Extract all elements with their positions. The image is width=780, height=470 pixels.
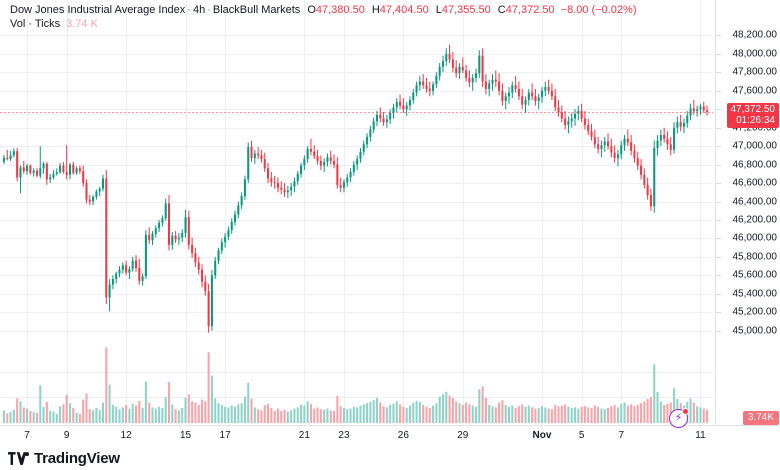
- time-tick-label: 12: [120, 430, 132, 441]
- price-tick-label: 48,200.00: [732, 29, 778, 41]
- price-tick-label: 45,000.00: [732, 325, 778, 337]
- price-tick-label: 46,400.00: [732, 196, 778, 208]
- price-tick-label: 46,200.00: [732, 214, 778, 226]
- legend-sep-2: ·: [207, 4, 211, 16]
- flash-icon-bolt: ⚡: [674, 412, 683, 424]
- price-tick-mark: [716, 54, 721, 55]
- price-tick-label: 45,200.00: [732, 306, 778, 318]
- tradingview-logo[interactable]: TradingView: [8, 450, 120, 467]
- time-axis[interactable]: 7 9 12 15 17 21 23 26 29 Nov 5 7 11: [0, 425, 780, 448]
- legend-open-label: O: [307, 4, 316, 16]
- price-tick-mark: [716, 109, 721, 110]
- time-tick-label: 23: [338, 430, 350, 441]
- price-tick-mark: [716, 183, 721, 184]
- legend-volume-row[interactable]: Vol · Ticks 3.74 K: [10, 18, 637, 31]
- legend-close-value: 47,372.50: [505, 4, 555, 16]
- price-tick-label: 47,800.00: [732, 66, 778, 78]
- price-tick-label: 45,600.00: [732, 269, 778, 281]
- price-tick-mark: [716, 257, 721, 258]
- price-tick-mark: [716, 220, 721, 221]
- price-tick-mark: [716, 294, 721, 295]
- time-tick-label: 9: [63, 430, 70, 441]
- legend-volume-value: 3.74 K: [66, 18, 98, 30]
- current-price-badge: 47,372.50 01:26:34: [726, 102, 779, 128]
- price-tick-mark: [716, 128, 721, 129]
- legend-high-value: 47,404.50: [379, 4, 429, 16]
- bottom-bar: TradingView: [0, 447, 780, 470]
- tradingview-wordmark: TradingView: [34, 450, 120, 467]
- candlestick-series: [0, 44, 713, 423]
- time-tick-label: 7: [618, 430, 624, 441]
- price-tick-label: 45,800.00: [732, 251, 778, 263]
- price-tick-mark: [716, 165, 721, 166]
- legend-close: C47,372.50: [498, 4, 555, 16]
- legend-close-label: C: [497, 4, 506, 16]
- price-tick-label: 46,800.00: [732, 159, 778, 171]
- flash-icon[interactable]: ⚡: [669, 408, 689, 428]
- legend-open-value: 47,380.50: [315, 4, 365, 16]
- legend-change: −8.00 (−0.02%): [560, 4, 637, 16]
- legend-sep-1: ·: [187, 4, 191, 16]
- price-tick-mark: [716, 146, 721, 147]
- time-tick-label: 5: [578, 430, 585, 441]
- price-tick-mark: [716, 72, 721, 73]
- price-tick-label: 46,000.00: [732, 232, 778, 244]
- chart-plot-area[interactable]: [0, 0, 715, 425]
- time-tick-label: 17: [219, 430, 231, 441]
- legend-symbol-row[interactable]: Dow Jones Industrial Average Index · 4h · Bl…: [10, 4, 637, 17]
- time-tick-label: 11: [695, 430, 706, 441]
- price-tick-mark: [716, 275, 721, 276]
- price-tick-mark: [716, 238, 721, 239]
- price-tick-label: 47,000.00: [732, 140, 778, 152]
- price-tick-label: 47,600.00: [732, 85, 778, 97]
- price-tick-mark: [716, 331, 721, 332]
- tradingview-mark-icon: [8, 452, 29, 465]
- current-price-value: 47,372.50: [730, 103, 776, 115]
- legend-open: O47,380.50: [307, 4, 365, 16]
- volume-badge: 3.74K: [742, 411, 779, 425]
- legend-low-label: L: [435, 4, 442, 16]
- legend-symbol[interactable]: Dow Jones Industrial Average Index: [10, 4, 186, 16]
- legend-high: H47,404.50: [372, 4, 429, 16]
- chart-legend: Dow Jones Industrial Average Index · 4h · Bl…: [10, 4, 637, 31]
- legend-high-label: H: [371, 4, 380, 16]
- time-tick-label: Nov: [532, 430, 552, 441]
- legend-volume-label[interactable]: Vol · Ticks: [10, 18, 61, 30]
- price-tick-mark: [716, 35, 721, 36]
- time-tick-label: 29: [457, 430, 469, 441]
- time-tick-label: 7: [24, 430, 30, 441]
- legend-interval[interactable]: 4h: [192, 4, 206, 16]
- price-tick-mark: [716, 312, 721, 313]
- price-tick-label: 45,400.00: [732, 288, 778, 300]
- price-tick-label: 46,600.00: [732, 177, 778, 189]
- legend-low: L47,355.50: [436, 4, 491, 16]
- chart-grid: [0, 0, 713, 423]
- legend-exchange[interactable]: BlackBull Markets: [212, 4, 301, 16]
- price-axis[interactable]: 47,372.50 01:26:34 3.74K 48,200.00 48,000…: [715, 0, 780, 425]
- bar-countdown: 01:26:34: [736, 114, 775, 126]
- time-tick-label: 21: [298, 430, 310, 441]
- price-tick-mark: [716, 91, 721, 92]
- time-tick-label: 26: [397, 430, 409, 441]
- legend-low-value: 47,355.50: [441, 4, 491, 16]
- notification-dot: [682, 408, 689, 415]
- time-tick-label: 15: [179, 430, 192, 441]
- price-tick-label: 48,000.00: [732, 48, 778, 60]
- price-tick-mark: [716, 202, 721, 203]
